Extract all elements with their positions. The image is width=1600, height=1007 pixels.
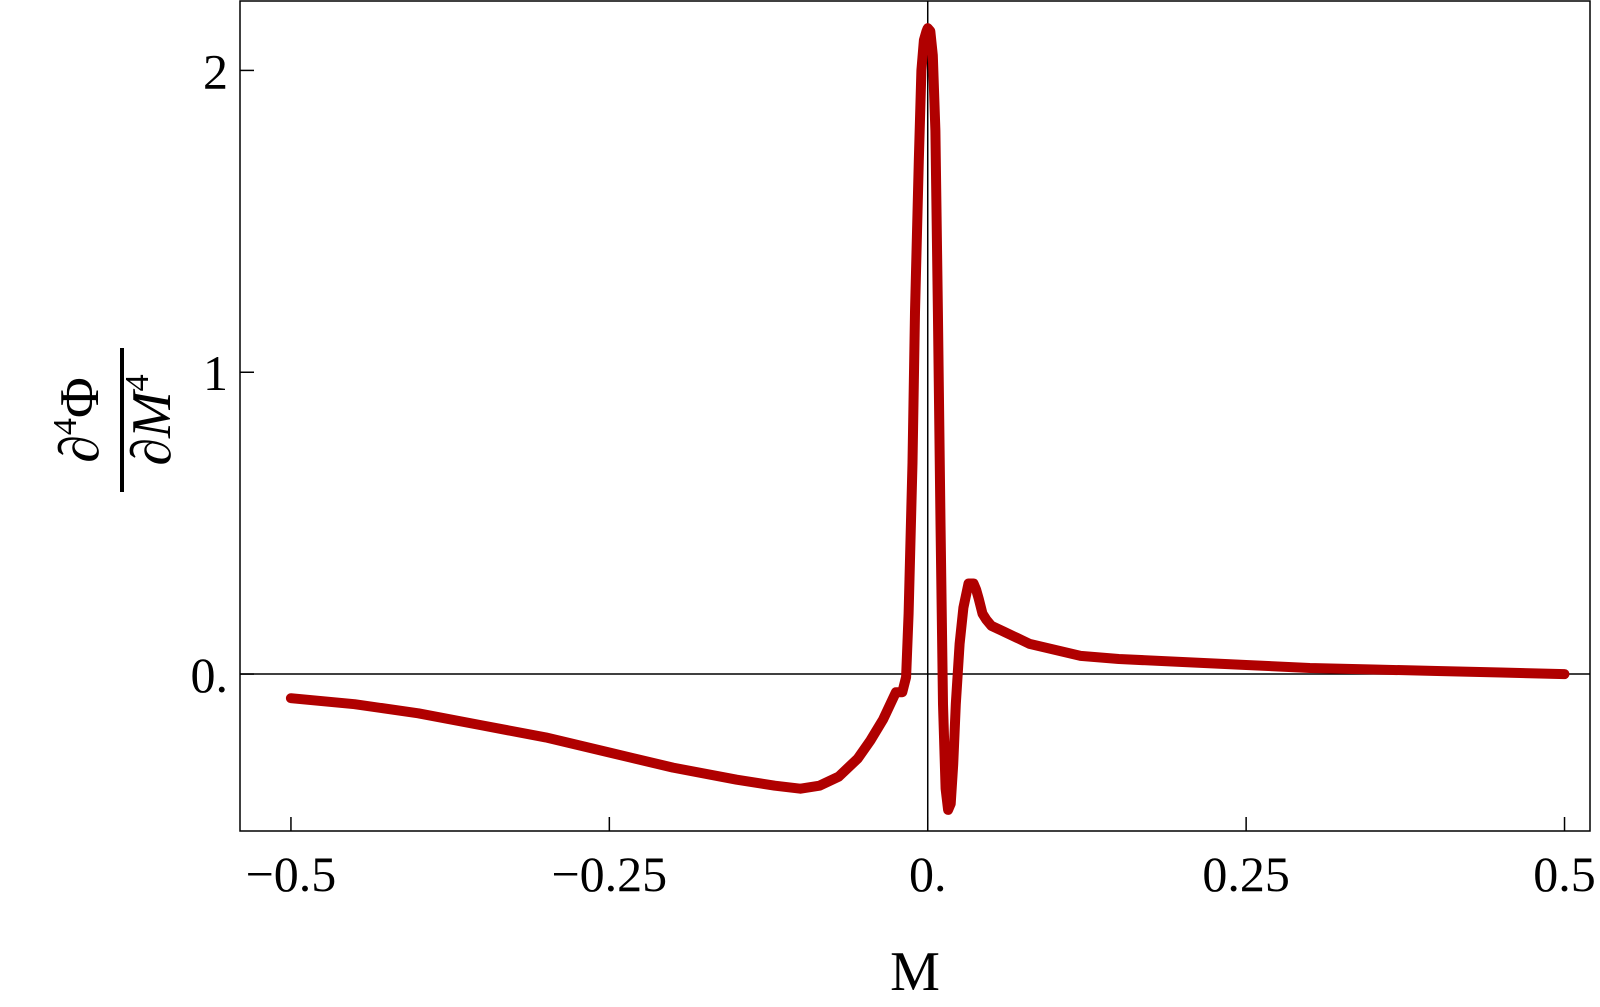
x-tick-label: −0.5 bbox=[246, 846, 337, 902]
x-axis-title: M bbox=[890, 941, 940, 1003]
y-title-den-symbol: M bbox=[121, 388, 183, 439]
y-tick-label: 1 bbox=[203, 345, 228, 401]
x-tick-label: 0.5 bbox=[1533, 846, 1596, 902]
y-tick-label: 0. bbox=[191, 647, 229, 703]
y-title-num-symbol: Φ bbox=[49, 377, 111, 418]
series-line bbox=[285, 23, 1570, 815]
y-title-num-power: 4 bbox=[47, 418, 84, 435]
y-axis-title: ∂4Φ ∂M4 bbox=[47, 348, 183, 492]
series-layer bbox=[285, 23, 1570, 815]
y-title-den-partial: ∂ bbox=[121, 438, 183, 466]
svg-text:∂M4: ∂M4 bbox=[119, 374, 183, 465]
svg-text:∂4Φ: ∂4Φ bbox=[47, 377, 111, 463]
y-title-num-partial: ∂ bbox=[49, 435, 111, 463]
x-tick-label: −0.25 bbox=[551, 846, 667, 902]
y-tick-label: 2 bbox=[203, 43, 228, 99]
y-axis-ticks: 0.12 bbox=[191, 43, 254, 703]
x-tick-label: 0. bbox=[909, 846, 947, 902]
x-tick-label: 0.25 bbox=[1202, 846, 1290, 902]
plot-frame bbox=[239, 0, 1591, 832]
y-title-den-power: 4 bbox=[119, 374, 156, 391]
x-axis-ticks: −0.5 −0.25 0. 0.25 0.5 bbox=[246, 817, 1596, 902]
